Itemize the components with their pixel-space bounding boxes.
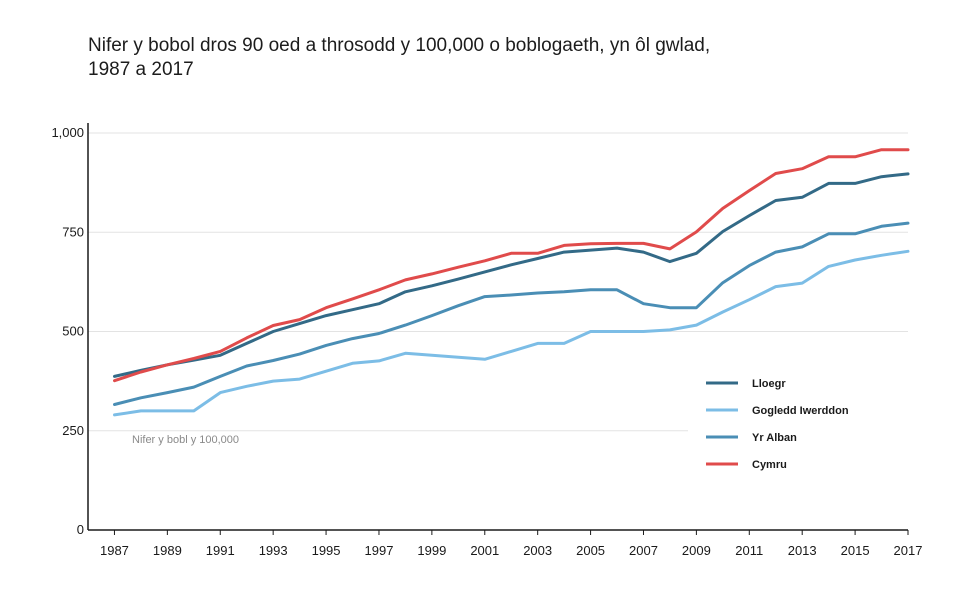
- x-tick-label-6: 1999: [417, 543, 446, 558]
- x-tick-label-12: 2011: [735, 543, 763, 558]
- x-tick-label-10: 2007: [629, 543, 658, 558]
- legend-background: [688, 362, 908, 490]
- x-tick-label-2: 1991: [206, 543, 235, 558]
- legend-label-gogledd-iwerddon: Gogledd Iwerddon: [752, 405, 849, 417]
- x-tick-label-5: 1997: [365, 543, 394, 558]
- legend: Lloegr Gogledd Iwerddon Yr Alban Cymru: [706, 378, 849, 471]
- x-tick-label-8: 2003: [523, 543, 552, 558]
- series-line-lloegr: [113, 172, 910, 378]
- y-tick-label-3: 750: [62, 224, 84, 239]
- series-line-gogledd-iwerddon: [113, 249, 910, 417]
- x-tick-label-7: 2001: [470, 543, 499, 558]
- y-tick-label-0: 0: [77, 522, 84, 537]
- legend-label-yr-alban: Yr Alban: [752, 432, 797, 444]
- y-tick-label-4: 1,000: [51, 125, 84, 140]
- series-lines: [113, 148, 910, 417]
- series-line-yr-alban: [113, 221, 910, 406]
- x-tick-label-13: 2013: [788, 543, 817, 558]
- x-tick-label-14: 2015: [841, 543, 870, 558]
- x-tick-label-1: 1989: [153, 543, 182, 558]
- chart-title: Nifer y bobol dros 90 oed a throsodd y 1…: [88, 34, 908, 82]
- y-tick-label-2: 500: [62, 324, 84, 339]
- chart-title-line-1: Nifer y bobol dros 90 oed a throsodd y 1…: [88, 35, 711, 56]
- x-tick-label-4: 1995: [312, 543, 341, 558]
- axes: 0 250 500 750 1,000 1987 1989 1991 1993 1995 1997 1…: [51, 123, 922, 558]
- legend-label-cymru: Cymru: [752, 459, 787, 471]
- y-tick-label-1: 250: [62, 423, 84, 438]
- x-tick-label-0: 1987: [100, 543, 129, 558]
- y-axis-unit-note: Nifer y bobl y 100,000: [132, 434, 239, 446]
- chart-title-line-2: 1987 a 2017: [88, 59, 194, 80]
- series-line-cymru: [113, 148, 910, 383]
- legend-label-lloegr: Lloegr: [752, 378, 786, 390]
- x-tick-label-15: 2017: [894, 543, 923, 558]
- x-tick-label-11: 2009: [682, 543, 711, 558]
- x-tick-label-9: 2005: [576, 543, 605, 558]
- x-tick-label-3: 1993: [259, 543, 288, 558]
